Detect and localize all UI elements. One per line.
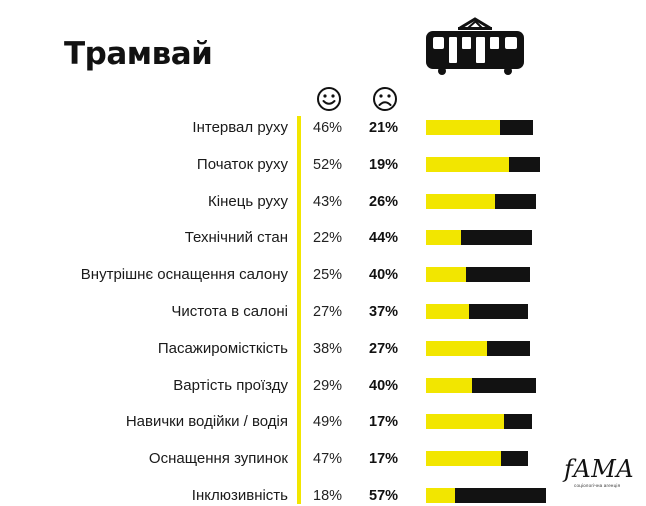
positive-value-label: 49%	[313, 414, 343, 431]
category-label: Оснащення зупинок	[148, 450, 288, 468]
chart-row: Чистота в салоні 27% 37%	[0, 302, 646, 322]
frowning-face-icon	[373, 87, 397, 111]
negative-value-label: 27%	[369, 340, 399, 357]
positive-value-label: 29%	[313, 377, 343, 394]
positive-bar-segment	[426, 267, 466, 283]
negative-value-label: 37%	[369, 304, 399, 320]
negative-bar-segment	[472, 377, 537, 393]
category-label: Інклюзивність	[191, 487, 288, 504]
negative-bar-segment	[466, 267, 530, 283]
negative-bar-segment	[501, 451, 529, 467]
positive-value-label: 52%	[313, 156, 343, 173]
negative-value-label: 40%	[369, 267, 399, 284]
fama-logo: fAMA соціологічна агенція	[560, 455, 638, 495]
negative-value-label: 17%	[369, 414, 399, 431]
category-label: Кінець руху	[208, 192, 288, 210]
negative-bar-segment	[454, 488, 546, 503]
negative-bar-segment	[504, 414, 532, 430]
positive-bar-segment	[426, 193, 495, 209]
positive-bar-segment	[426, 120, 500, 135]
negative-value-label: 19%	[369, 156, 399, 173]
chart-row: Навички водійки / водія 49% 17%	[0, 412, 646, 432]
smiling-face-icon	[317, 87, 341, 111]
positive-value-label: 38%	[313, 340, 343, 357]
category-label: Вартість проїзду	[173, 376, 288, 394]
category-label: Технічний стан	[184, 229, 288, 247]
chart-row: Початок руху 52% 19%	[0, 155, 646, 175]
negative-bar-segment	[509, 156, 540, 172]
positive-bar-segment	[426, 414, 505, 430]
negative-value-label: 17%	[369, 451, 399, 468]
positive-bar-segment	[426, 377, 473, 393]
negative-value-label: 40%	[369, 377, 399, 394]
negative-value-label: 21%	[369, 120, 399, 136]
chart-row: Кінець руху 43% 26%	[0, 192, 646, 212]
negative-bar-segment	[461, 230, 532, 246]
positive-value-label: 46%	[313, 120, 343, 136]
negative-bar-segment	[494, 193, 537, 209]
chart-row: Інклюзивність 18% 57%	[0, 486, 646, 506]
divider-line	[297, 116, 301, 504]
negative-value-label: 44%	[369, 230, 399, 247]
positive-bar-segment	[426, 451, 502, 467]
chart-row: Оснащення зупинок 47% 17%	[0, 449, 646, 469]
negative-bar-segment	[469, 304, 529, 319]
chart-row: Пасажиромісткість 38% 27%	[0, 339, 646, 359]
category-label: Початок руху	[196, 155, 288, 173]
positive-value-label: 27%	[313, 304, 343, 320]
category-label: Пасажиромісткість	[157, 339, 288, 357]
positive-bar-segment	[426, 304, 470, 319]
chart-row: Технічний стан 22% 44%	[0, 228, 646, 248]
positive-value-label: 47%	[313, 451, 343, 468]
positive-value-label: 18%	[313, 488, 343, 504]
positive-value-label: 25%	[313, 267, 343, 284]
category-label: Інтервал руху	[192, 119, 288, 136]
category-label: Навички водійки / водія	[125, 413, 288, 431]
positive-value-label: 43%	[313, 193, 343, 210]
negative-value-label: 57%	[369, 488, 399, 504]
positive-bar-segment	[426, 340, 487, 356]
chart-title: Трамвай	[64, 36, 213, 72]
positive-bar-segment	[426, 488, 455, 503]
chart-row: Вартість проїзду 29% 40%	[0, 376, 646, 396]
category-label: Чистота в салоні	[171, 303, 288, 320]
negative-bar-segment	[486, 340, 530, 356]
negative-bar-segment	[499, 120, 534, 135]
category-label: Внутрішнє оснащення салону	[80, 266, 288, 284]
positive-value-label: 22%	[313, 230, 343, 247]
positive-bar-segment	[426, 230, 462, 246]
chart-row: Інтервал руху 46% 21%	[0, 118, 646, 138]
negative-value-label: 26%	[369, 193, 399, 210]
logo-text: fAMA	[564, 455, 635, 483]
positive-bar-segment	[426, 156, 510, 172]
chart-row: Внутрішнє оснащення салону 25% 40%	[0, 265, 646, 285]
logo-subtitle: соціологічна агенція	[574, 483, 621, 488]
tram-icon	[426, 17, 524, 75]
